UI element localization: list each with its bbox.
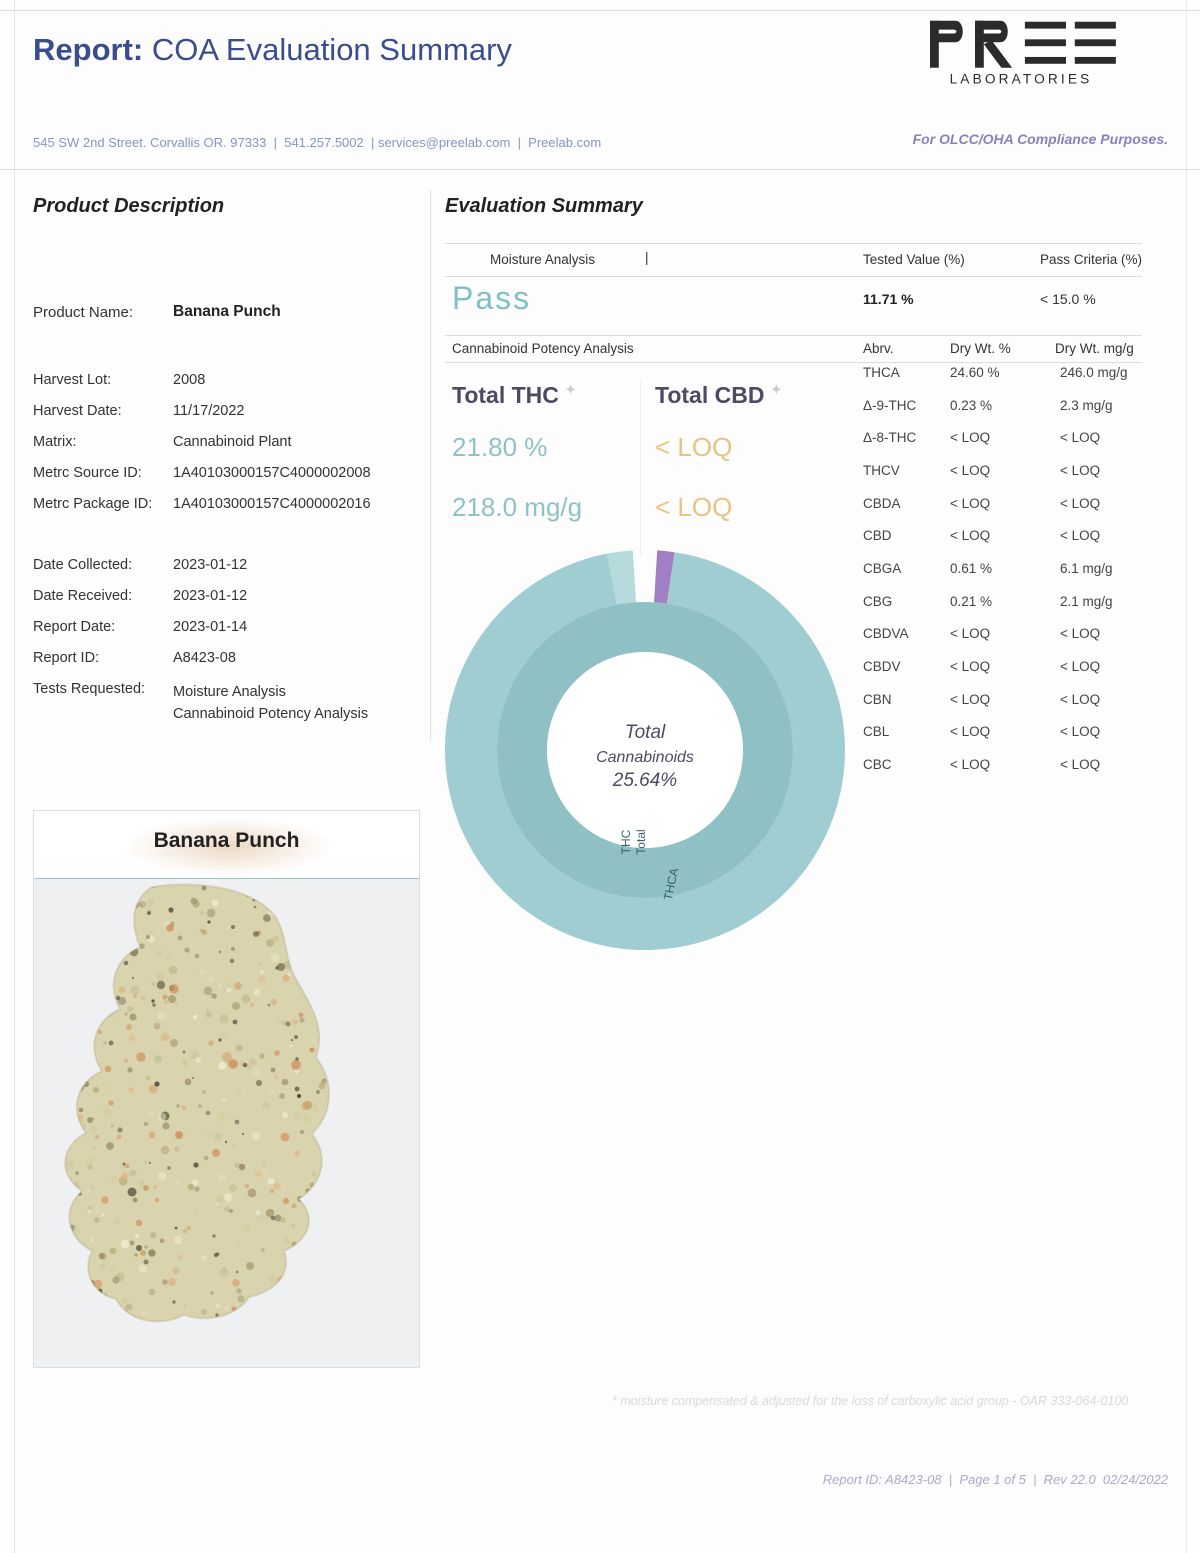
svg-text:LABORATORIES: LABORATORIES xyxy=(950,71,1093,86)
svg-text:Total: Total xyxy=(625,722,666,743)
svg-text:Cannabinoids: Cannabinoids xyxy=(596,749,694,766)
svg-text:Total: Total xyxy=(634,829,648,854)
svg-text:25.64%: 25.64% xyxy=(612,770,678,791)
svg-text:THC: THC xyxy=(619,829,633,854)
